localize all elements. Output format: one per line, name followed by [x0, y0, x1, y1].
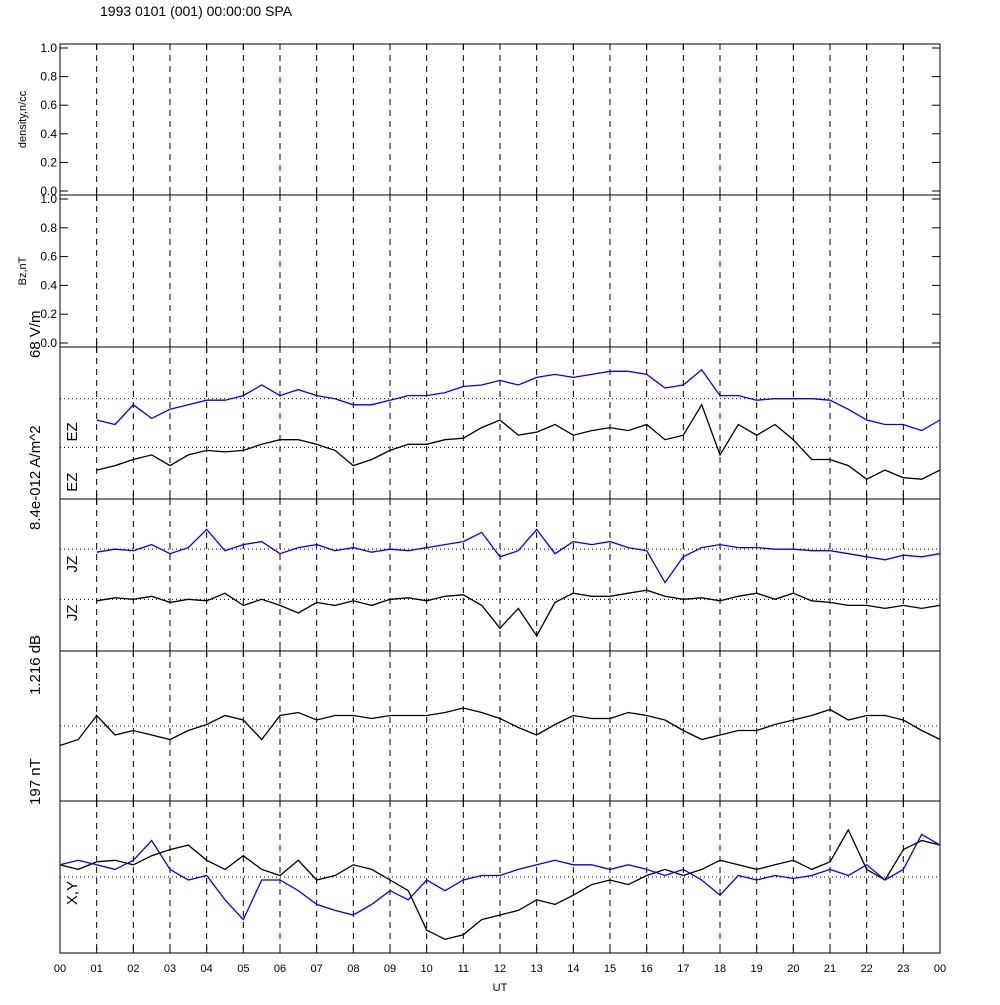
x-tick-label: 10 — [421, 963, 433, 975]
trace — [96, 528, 941, 584]
trace — [96, 403, 941, 480]
y-tick-label: 0.8 — [40, 221, 57, 235]
x-tick-label: 15 — [604, 963, 616, 975]
x-tick-label: 14 — [567, 963, 579, 975]
y-axis-label: 1.216 dB — [27, 635, 44, 695]
x-axis-label: UT — [493, 982, 508, 994]
y-tick-label: 1.0 — [40, 192, 57, 206]
trace-label: JZ — [64, 605, 81, 622]
y-tick-label: 0.4 — [40, 278, 57, 292]
x-tick-label: 13 — [531, 963, 543, 975]
y-tick-label: 0.2 — [40, 307, 57, 321]
x-tick-label: 12 — [494, 963, 506, 975]
x-tick-label: 16 — [641, 963, 653, 975]
y-tick-label: 0.2 — [40, 155, 57, 169]
trace-label: EZ — [64, 422, 81, 441]
y-tick-label: 0.0 — [40, 184, 57, 198]
x-tick-label: 23 — [897, 963, 909, 975]
annotation: X,Y — [64, 881, 81, 905]
x-tick-label: 01 — [91, 963, 103, 975]
x-tick-label: 02 — [127, 963, 139, 975]
y-tick-label: 0.4 — [40, 127, 57, 141]
trace — [96, 589, 941, 638]
y-tick-label: 0.6 — [40, 98, 57, 112]
y-tick-label: 0.8 — [40, 70, 57, 84]
x-tick-label: 06 — [274, 963, 286, 975]
trace — [59, 833, 941, 921]
chart-title: 1993 0101 (001) 00:00:00 SPA — [100, 3, 293, 19]
x-tick-label: 11 — [458, 963, 469, 975]
y-axis-label: density,n/cc — [17, 90, 29, 148]
x-tick-label: 17 — [677, 963, 689, 975]
trace-label: JZ — [64, 556, 81, 573]
x-tick-label: 00 — [934, 963, 946, 975]
x-tick-label: 21 — [824, 963, 836, 975]
trace-label: EZ — [64, 473, 81, 492]
y-tick-label: 0.6 — [40, 250, 57, 264]
x-tick-label: 03 — [164, 963, 176, 975]
trace — [96, 368, 941, 432]
x-tick-label: 05 — [237, 963, 249, 975]
y-axis-label: 197 nT — [27, 758, 44, 805]
x-tick-label: 20 — [787, 963, 799, 975]
x-tick-label: 18 — [714, 963, 726, 975]
y-axis-label: 8.4e-012 A/m^2 — [27, 425, 44, 530]
x-tick-label: 09 — [384, 963, 396, 975]
x-tick-label: 19 — [751, 963, 763, 975]
y-axis-label: Bz,nT — [17, 256, 29, 285]
trace — [59, 828, 941, 940]
x-tick-label: 08 — [347, 963, 359, 975]
x-tick-label: 04 — [201, 963, 213, 975]
y-axis-label: 68 V/m — [27, 310, 44, 358]
x-tick-label: 22 — [861, 963, 873, 975]
x-tick-label: 07 — [311, 963, 323, 975]
y-tick-label: 0.0 — [40, 336, 57, 350]
x-tick-label: 00 — [54, 963, 66, 975]
trace — [59, 707, 941, 747]
y-tick-label: 1.0 — [40, 41, 57, 55]
